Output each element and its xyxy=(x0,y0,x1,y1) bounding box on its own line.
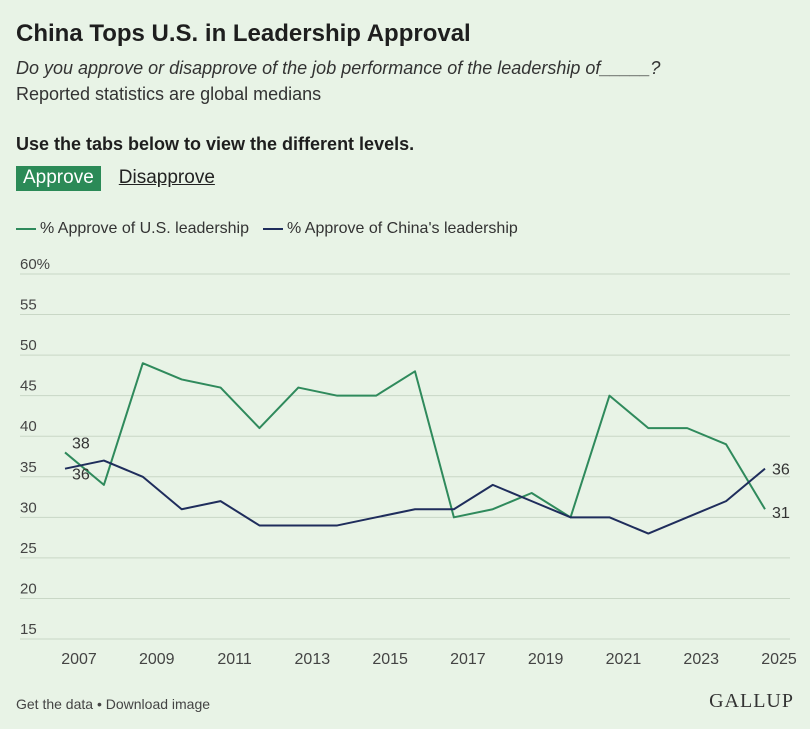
x-tick-label-2015: 2015 xyxy=(372,651,408,668)
y-tick-label-25: 25 xyxy=(20,540,37,557)
y-tick-label-30: 30 xyxy=(20,499,37,516)
y-tick-label-40: 40 xyxy=(20,418,37,435)
chart-subtitle: Do you approve or disapprove of the job … xyxy=(16,58,661,78)
series-line-china xyxy=(64,459,766,535)
series-line-us xyxy=(64,362,766,519)
legend-label-china: % Approve of China's leadership xyxy=(287,220,518,237)
x-tick-label-2009: 2009 xyxy=(139,651,175,668)
tab-instruction: Use the tabs below to view the different… xyxy=(16,134,415,154)
y-tick-label-50: 50 xyxy=(20,337,37,354)
x-tick-label-2017: 2017 xyxy=(450,651,486,668)
data-label-end-us: 31 xyxy=(772,505,790,522)
y-tick-label-45: 45 xyxy=(20,378,37,395)
y-tick-label-55: 55 xyxy=(20,297,37,314)
footer-links: Get the data • Download image xyxy=(16,696,210,712)
data-label-start-china: 36 xyxy=(72,467,90,484)
y-tick-label-15: 15 xyxy=(20,621,37,638)
get-data-link[interactable]: Get the data xyxy=(16,696,94,712)
tab-disapprove[interactable]: Disapprove xyxy=(118,167,215,188)
x-tick-label-2013: 2013 xyxy=(295,651,331,668)
legend-item-us: % Approve of U.S. leadership xyxy=(16,220,249,238)
y-tick-label-20: 20 xyxy=(20,580,37,597)
legend-label-us: % Approve of U.S. leadership xyxy=(40,220,250,237)
x-tick-label-2021: 2021 xyxy=(606,651,642,668)
tab-approve[interactable]: Approve xyxy=(16,166,101,191)
x-tick-label-2025: 2025 xyxy=(761,651,797,668)
legend-item-china: % Approve of China's leadership xyxy=(263,220,518,238)
gallup-logo: GALLUP xyxy=(709,690,794,712)
download-image-link[interactable]: Download image xyxy=(105,696,211,712)
x-tick-label-2011: 2011 xyxy=(217,651,252,668)
y-tick-label-60: 60% xyxy=(20,256,50,273)
legend-swatch-china xyxy=(263,228,284,230)
data-label-end-china: 36 xyxy=(772,462,790,479)
data-label-start-us: 38 xyxy=(72,435,90,452)
tab-bar: Approve Disapprove xyxy=(16,166,222,191)
x-tick-label-2023: 2023 xyxy=(683,651,719,668)
legend-swatch-us xyxy=(16,228,36,230)
footer-separator: • xyxy=(96,696,102,712)
chart-title: China Tops U.S. in Leadership Approval xyxy=(16,20,471,47)
x-tick-label-2007: 2007 xyxy=(61,651,97,668)
chart-note: Reported statistics are global medians xyxy=(16,84,322,104)
y-tick-label-35: 35 xyxy=(20,459,37,476)
x-tick-label-2019: 2019 xyxy=(528,651,564,668)
chart-legend: % Approve of U.S. leadership % Approve o… xyxy=(16,220,518,238)
